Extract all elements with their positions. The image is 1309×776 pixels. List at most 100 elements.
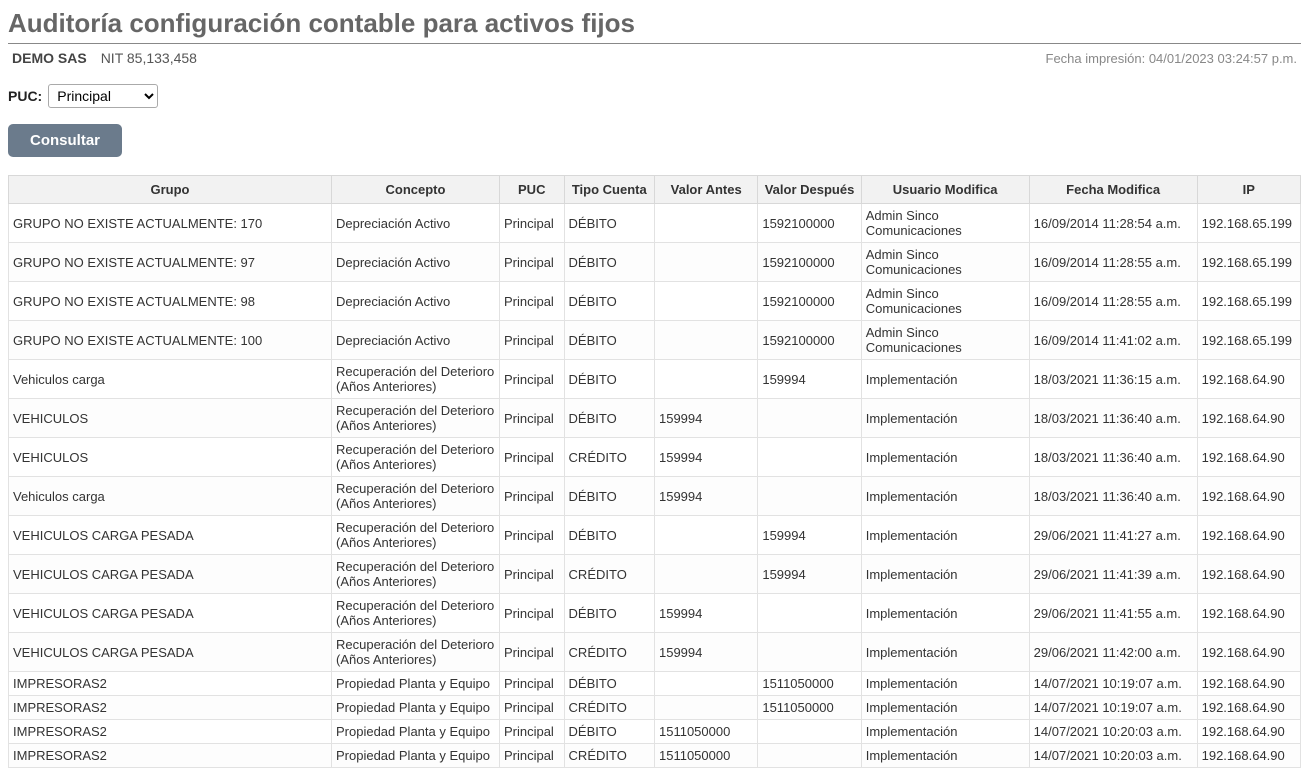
company-name: DEMO SAS bbox=[12, 50, 87, 66]
table-cell: Implementación bbox=[861, 477, 1029, 516]
table-cell: Depreciación Activo bbox=[332, 282, 500, 321]
table-cell: Implementación bbox=[861, 516, 1029, 555]
table-cell: Principal bbox=[499, 633, 564, 672]
column-header: IP bbox=[1197, 176, 1300, 204]
table-cell: 18/03/2021 11:36:40 a.m. bbox=[1029, 399, 1197, 438]
table-cell: 192.168.65.199 bbox=[1197, 243, 1300, 282]
puc-select[interactable]: Principal bbox=[48, 84, 158, 108]
table-cell: Implementación bbox=[861, 438, 1029, 477]
table-cell: Principal bbox=[499, 696, 564, 720]
table-cell: GRUPO NO EXISTE ACTUALMENTE: 98 bbox=[9, 282, 332, 321]
table-cell: Principal bbox=[499, 321, 564, 360]
table-cell: 159994 bbox=[654, 477, 757, 516]
table-row: GRUPO NO EXISTE ACTUALMENTE: 97Depreciac… bbox=[9, 243, 1301, 282]
table-cell bbox=[758, 744, 861, 768]
table-cell: Principal bbox=[499, 360, 564, 399]
table-cell: Vehiculos carga bbox=[9, 360, 332, 399]
table-cell: 192.168.64.90 bbox=[1197, 720, 1300, 744]
table-cell: Implementación bbox=[861, 594, 1029, 633]
table-row: IMPRESORAS2Propiedad Planta y EquipoPrin… bbox=[9, 672, 1301, 696]
subheader: DEMO SAS NIT 85,133,458 Fecha impresión:… bbox=[8, 48, 1301, 78]
table-cell: IMPRESORAS2 bbox=[9, 672, 332, 696]
table-cell: 18/03/2021 11:36:40 a.m. bbox=[1029, 477, 1197, 516]
table-cell: DÉBITO bbox=[564, 360, 654, 399]
table-cell: Principal bbox=[499, 720, 564, 744]
table-cell: VEHICULOS CARGA PESADA bbox=[9, 516, 332, 555]
table-cell: Admin Sinco Comunicaciones bbox=[861, 243, 1029, 282]
table-cell: 192.168.65.199 bbox=[1197, 321, 1300, 360]
table-row: VEHICULOS CARGA PESADARecuperación del D… bbox=[9, 516, 1301, 555]
table-row: Vehiculos cargaRecuperación del Deterior… bbox=[9, 477, 1301, 516]
table-cell: Depreciación Activo bbox=[332, 204, 500, 243]
table-cell: 29/06/2021 11:41:55 a.m. bbox=[1029, 594, 1197, 633]
table-cell: IMPRESORAS2 bbox=[9, 744, 332, 768]
table-cell bbox=[758, 720, 861, 744]
company-block: DEMO SAS NIT 85,133,458 bbox=[12, 50, 197, 66]
table-cell: 159994 bbox=[654, 399, 757, 438]
table-cell: DÉBITO bbox=[564, 282, 654, 321]
table-cell: Implementación bbox=[861, 720, 1029, 744]
table-cell: DÉBITO bbox=[564, 243, 654, 282]
table-cell: 159994 bbox=[758, 555, 861, 594]
table-cell: DÉBITO bbox=[564, 204, 654, 243]
table-cell: 192.168.64.90 bbox=[1197, 477, 1300, 516]
table-cell bbox=[654, 204, 757, 243]
table-cell: VEHICULOS CARGA PESADA bbox=[9, 555, 332, 594]
table-cell: Principal bbox=[499, 243, 564, 282]
audit-table-body: GRUPO NO EXISTE ACTUALMENTE: 170Deprecia… bbox=[9, 204, 1301, 768]
table-cell: 29/06/2021 11:42:00 a.m. bbox=[1029, 633, 1197, 672]
table-cell: CRÉDITO bbox=[564, 438, 654, 477]
table-cell: Implementación bbox=[861, 633, 1029, 672]
column-header: Fecha Modifica bbox=[1029, 176, 1197, 204]
table-cell bbox=[758, 399, 861, 438]
table-cell: Principal bbox=[499, 282, 564, 321]
table-cell: 192.168.64.90 bbox=[1197, 360, 1300, 399]
table-cell: Principal bbox=[499, 477, 564, 516]
table-cell: 1511050000 bbox=[758, 672, 861, 696]
table-cell: Admin Sinco Comunicaciones bbox=[861, 321, 1029, 360]
table-cell: 192.168.64.90 bbox=[1197, 696, 1300, 720]
table-row: VEHICULOSRecuperación del Deterioro (Año… bbox=[9, 399, 1301, 438]
table-cell: Propiedad Planta y Equipo bbox=[332, 696, 500, 720]
table-cell: VEHICULOS CARGA PESADA bbox=[9, 594, 332, 633]
table-cell: Recuperación del Deterioro (Años Anterio… bbox=[332, 555, 500, 594]
table-cell: 14/07/2021 10:19:07 a.m. bbox=[1029, 672, 1197, 696]
table-cell: VEHICULOS bbox=[9, 399, 332, 438]
table-cell: Principal bbox=[499, 594, 564, 633]
column-header: Usuario Modifica bbox=[861, 176, 1029, 204]
table-cell: 16/09/2014 11:28:54 a.m. bbox=[1029, 204, 1197, 243]
table-cell: 14/07/2021 10:20:03 a.m. bbox=[1029, 744, 1197, 768]
column-header: PUC bbox=[499, 176, 564, 204]
table-row: IMPRESORAS2Propiedad Planta y EquipoPrin… bbox=[9, 696, 1301, 720]
audit-table-head: GrupoConceptoPUCTipo CuentaValor AntesVa… bbox=[9, 176, 1301, 204]
table-cell: GRUPO NO EXISTE ACTUALMENTE: 97 bbox=[9, 243, 332, 282]
table-row: VEHICULOSRecuperación del Deterioro (Año… bbox=[9, 438, 1301, 477]
table-cell: 192.168.64.90 bbox=[1197, 594, 1300, 633]
column-header: Concepto bbox=[332, 176, 500, 204]
table-cell: 192.168.65.199 bbox=[1197, 282, 1300, 321]
table-cell: IMPRESORAS2 bbox=[9, 696, 332, 720]
table-row: GRUPO NO EXISTE ACTUALMENTE: 98Depreciac… bbox=[9, 282, 1301, 321]
table-cell: Implementación bbox=[861, 555, 1029, 594]
table-cell: CRÉDITO bbox=[564, 633, 654, 672]
table-cell: 1592100000 bbox=[758, 243, 861, 282]
table-cell: 29/06/2021 11:41:39 a.m. bbox=[1029, 555, 1197, 594]
page-title: Auditoría configuración contable para ac… bbox=[8, 8, 1301, 44]
puc-label: PUC: bbox=[8, 88, 42, 104]
table-cell: VEHICULOS CARGA PESADA bbox=[9, 633, 332, 672]
table-cell: 16/09/2014 11:41:02 a.m. bbox=[1029, 321, 1197, 360]
table-cell bbox=[654, 321, 757, 360]
table-cell: 18/03/2021 11:36:15 a.m. bbox=[1029, 360, 1197, 399]
table-cell: Implementación bbox=[861, 744, 1029, 768]
table-row: IMPRESORAS2Propiedad Planta y EquipoPrin… bbox=[9, 720, 1301, 744]
table-cell: IMPRESORAS2 bbox=[9, 720, 332, 744]
table-cell: 16/09/2014 11:28:55 a.m. bbox=[1029, 282, 1197, 321]
table-cell: Principal bbox=[499, 516, 564, 555]
table-cell: Recuperación del Deterioro (Años Anterio… bbox=[332, 594, 500, 633]
table-cell: 159994 bbox=[758, 360, 861, 399]
table-cell: 1592100000 bbox=[758, 321, 861, 360]
consult-button[interactable]: Consultar bbox=[8, 124, 122, 157]
table-cell: DÉBITO bbox=[564, 720, 654, 744]
table-row: GRUPO NO EXISTE ACTUALMENTE: 100Deprecia… bbox=[9, 321, 1301, 360]
table-row: VEHICULOS CARGA PESADARecuperación del D… bbox=[9, 633, 1301, 672]
